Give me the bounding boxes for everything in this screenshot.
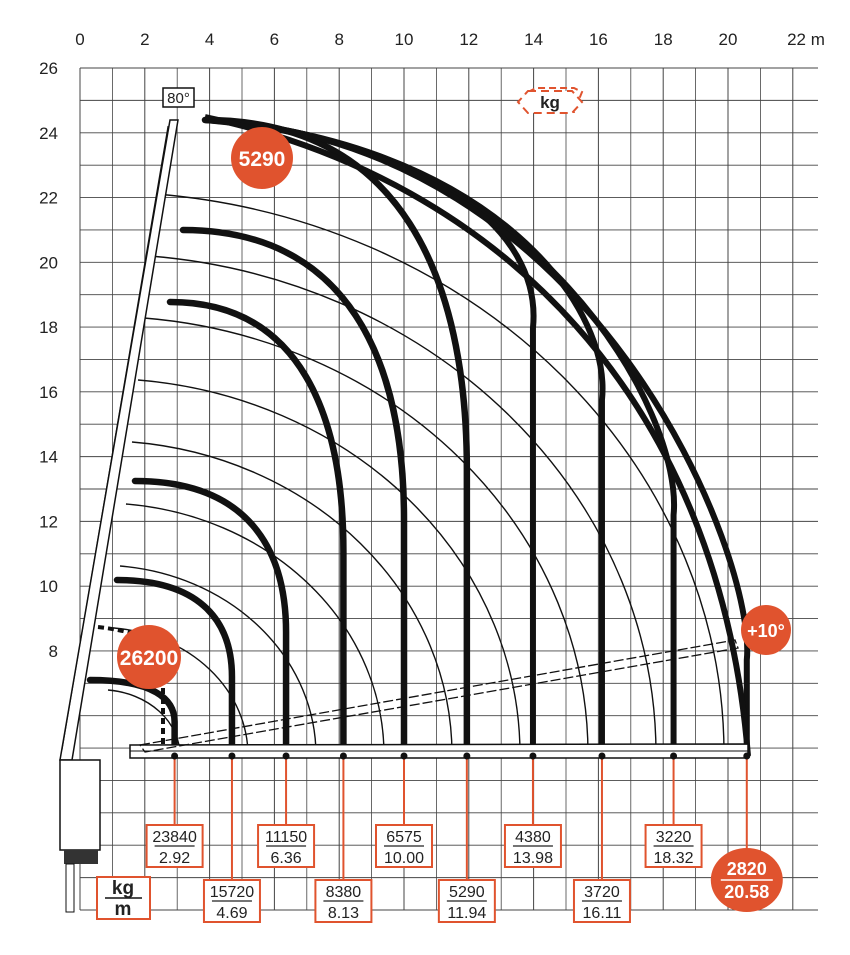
max-lift-text-left: 26200 [120, 647, 178, 670]
unit-badge-text: kg [540, 93, 560, 112]
load-kg: 11150 [265, 829, 307, 846]
boom-inner [61, 125, 169, 751]
y-tick-label: 10 [39, 577, 58, 596]
load-point-dot [171, 752, 179, 760]
load-m: 18.32 [654, 850, 694, 867]
load-box-badge: 2820 20.58 [710, 848, 783, 912]
boom-plus10 [138, 639, 739, 753]
x-tick-label: 20 [719, 30, 738, 49]
load-m: 16.11 [583, 905, 622, 922]
y-tick-label: 18 [39, 318, 58, 337]
y-tick-label: 16 [39, 383, 58, 402]
crane-leg [65, 863, 75, 913]
load-kg: 3220 [656, 829, 692, 846]
load-point-dot [598, 752, 606, 760]
jib-angle-badge: +10° [741, 605, 791, 655]
x-tick-label: 16 [589, 30, 608, 49]
load-kg: 4380 [515, 829, 551, 846]
thin-arc [137, 379, 521, 757]
x-tick-label: 0 [75, 30, 84, 49]
load-point-dot [529, 752, 537, 760]
load-curve [86, 676, 178, 760]
legend-m: m [115, 899, 132, 920]
load-m: 11.94 [447, 905, 486, 922]
load-curve [113, 576, 236, 760]
x-tick-label: 4 [205, 30, 214, 49]
unit-badge: kg [516, 87, 584, 114]
load-boxes: 23840 2.92 15720 4.69 11150 6.36 8380 8.13 6575 1… [145, 824, 783, 923]
load-m: 4.69 [216, 905, 247, 922]
y-tick-label: 26 [39, 59, 58, 78]
dashed-curve [97, 625, 149, 640]
boom-angle-text: 80° [167, 90, 190, 107]
load-m: 6.36 [270, 850, 301, 867]
y-tick-label: 12 [39, 512, 58, 531]
load-kg: 2820 [727, 859, 767, 879]
load-kg: 3720 [584, 884, 620, 901]
max-lift-text-top: 5290 [239, 148, 286, 171]
max-lift-badge-top: 5290 [231, 127, 293, 189]
load-m: 8.13 [328, 905, 359, 922]
load-point-dot [670, 752, 678, 760]
y-tick-label: 22 [39, 189, 58, 208]
load-m: 10.00 [384, 850, 424, 867]
jib-angle-text: +10° [747, 621, 785, 641]
x-tick-label: 10 [395, 30, 414, 49]
load-m: 2.92 [159, 850, 190, 867]
outer-envelope [204, 114, 751, 757]
legend-box: kg m [96, 876, 151, 920]
load-point-dot [339, 752, 347, 760]
x-unit-label: 22 m [787, 30, 825, 49]
load-curve [201, 116, 471, 760]
thin-arc [131, 441, 453, 757]
thin-arc [107, 689, 181, 757]
load-point-dot [282, 752, 290, 760]
load-point-dot [463, 752, 471, 760]
y-tick-label: 14 [39, 448, 58, 467]
load-point-dot [400, 752, 408, 760]
x-tick-label: 14 [524, 30, 543, 49]
load-curve [131, 477, 290, 760]
x-tick-label: 12 [459, 30, 478, 49]
x-tick-label: 6 [270, 30, 279, 49]
y-tick-label: 8 [49, 642, 58, 661]
crane-column [59, 759, 101, 851]
thin-arc [149, 255, 657, 757]
load-m: 13.98 [513, 850, 553, 867]
x-tick-label: 2 [140, 30, 149, 49]
crane-base [64, 850, 98, 864]
reach-curves [86, 114, 751, 760]
thin-arc [155, 193, 725, 757]
envelope-curve [202, 117, 751, 759]
load-m: 20.58 [724, 882, 769, 902]
x-tick-label: 8 [334, 30, 343, 49]
y-tick-label: 20 [39, 253, 58, 272]
load-point-dot [228, 752, 236, 760]
boom-angle-label: 80° [162, 87, 195, 108]
thin-arc [119, 565, 317, 757]
max-lift-badge-left: 26200 [117, 625, 181, 689]
legend-kg: kg [112, 878, 134, 899]
load-kg: 15720 [210, 884, 255, 901]
thin-arc [143, 317, 589, 757]
load-curve [166, 298, 347, 760]
load-kg: 23840 [152, 829, 197, 846]
x-tick-label: 18 [654, 30, 673, 49]
load-kg: 5290 [449, 884, 485, 901]
load-point-dot [743, 752, 751, 760]
load-kg: 8380 [326, 884, 362, 901]
y-tick-label: 24 [39, 124, 58, 143]
load-kg: 6575 [386, 829, 422, 846]
load-curve [179, 226, 408, 760]
